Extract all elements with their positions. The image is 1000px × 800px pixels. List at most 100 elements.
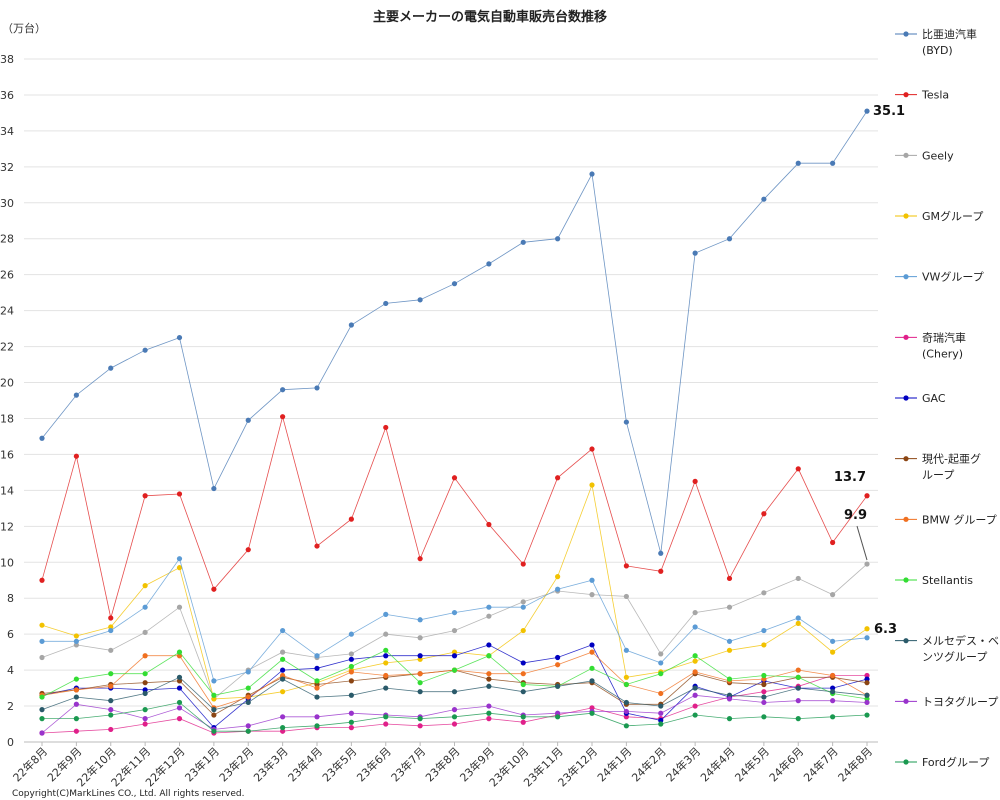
data-point xyxy=(417,656,423,662)
series-10 xyxy=(39,674,870,713)
y-tick-label: 20 xyxy=(0,377,14,390)
y-tick-label: 30 xyxy=(0,197,14,210)
series-line xyxy=(42,557,868,682)
data-point xyxy=(348,651,354,657)
data-point xyxy=(383,660,389,666)
data-point xyxy=(864,696,870,702)
y-tick-label: 8 xyxy=(7,592,14,605)
data-point xyxy=(39,716,45,722)
legend-item-8: BMW グループ xyxy=(895,512,997,526)
data-point xyxy=(658,690,664,697)
data-point xyxy=(73,728,79,734)
legend-label: Fordグループ xyxy=(922,755,989,769)
data-point xyxy=(142,629,148,635)
data-point xyxy=(39,622,45,628)
series-line xyxy=(41,694,868,734)
data-point xyxy=(245,547,251,553)
legend-marker xyxy=(903,334,909,340)
legend-label: 比亜迪汽車 xyxy=(922,27,977,41)
data-point xyxy=(864,699,870,706)
data-point xyxy=(451,281,458,287)
data-point xyxy=(486,710,492,716)
data-point xyxy=(142,604,148,610)
data-point xyxy=(280,728,286,734)
y-tick-label: 16 xyxy=(0,448,14,461)
data-point xyxy=(280,689,286,695)
chart-title: 主要メーカーの電気自動車販売台数推移 xyxy=(373,9,607,25)
data-point xyxy=(589,649,595,655)
data-point xyxy=(795,698,801,704)
data-point xyxy=(142,707,148,713)
data-point xyxy=(589,705,595,711)
data-point xyxy=(589,577,595,583)
data-point xyxy=(830,689,836,695)
legend-item-2: Geely xyxy=(895,149,954,162)
data-point xyxy=(417,617,423,623)
data-point xyxy=(73,701,79,707)
legend-label: 奇瑞汽車 xyxy=(922,330,966,344)
value-annotation: 35.1 xyxy=(873,104,905,119)
legend-item-1: Tesla xyxy=(895,89,949,102)
gridlines xyxy=(24,58,878,743)
data-point xyxy=(658,660,664,666)
data-point xyxy=(73,453,79,459)
data-point xyxy=(486,642,492,648)
data-point xyxy=(589,446,595,452)
legend-marker xyxy=(903,213,909,219)
data-point xyxy=(176,705,183,711)
data-point xyxy=(623,593,629,600)
data-point xyxy=(176,604,183,610)
legend-label-line2: ンツグループ xyxy=(922,650,987,664)
y-tick-label: 28 xyxy=(0,233,14,246)
data-point xyxy=(383,721,389,727)
x-tick-label: 23年1月 xyxy=(182,744,222,784)
data-point xyxy=(245,417,251,423)
data-point xyxy=(692,478,698,484)
data-point xyxy=(108,726,114,733)
data-point xyxy=(830,698,836,704)
data-point xyxy=(176,334,183,341)
data-point xyxy=(39,730,45,736)
data-point xyxy=(795,674,801,680)
data-point xyxy=(280,387,286,393)
data-point xyxy=(73,716,79,722)
legend-item-6: GAC xyxy=(895,392,946,405)
data-point xyxy=(658,703,664,709)
data-point xyxy=(864,680,870,686)
data-point xyxy=(176,565,183,571)
y-tick-label: 12 xyxy=(0,520,14,533)
data-point xyxy=(726,604,733,610)
data-point xyxy=(692,609,698,616)
data-point xyxy=(280,649,286,655)
data-point xyxy=(417,297,423,303)
data-point xyxy=(830,685,836,691)
value-annotations: 35.1 13.7 9.9 6.3 xyxy=(834,104,905,637)
data-point xyxy=(280,667,286,673)
data-point xyxy=(176,491,183,497)
data-point xyxy=(417,723,423,729)
legend-label: GMグループ xyxy=(922,209,983,223)
data-point xyxy=(176,556,183,562)
legend-marker xyxy=(903,274,909,280)
data-point xyxy=(176,674,183,680)
data-point xyxy=(211,712,217,718)
y-tick-label: 18 xyxy=(0,412,14,425)
x-tick-label: 24年1月 xyxy=(594,744,634,784)
data-point xyxy=(864,626,870,632)
data-point xyxy=(520,627,526,634)
legend-marker xyxy=(903,577,909,583)
x-tick-label: 24年5月 xyxy=(732,744,772,784)
data-point xyxy=(589,642,595,648)
data-point xyxy=(486,676,492,682)
data-point xyxy=(348,322,354,328)
legend-label: Geely xyxy=(922,149,954,162)
series-lines xyxy=(39,108,870,736)
legend-label-line2: (Chery) xyxy=(922,347,963,360)
data-point xyxy=(314,681,320,688)
data-point xyxy=(417,680,423,686)
annotation-leader xyxy=(856,525,868,561)
data-point xyxy=(245,699,251,706)
data-point xyxy=(108,365,114,371)
data-point xyxy=(108,712,114,718)
data-point xyxy=(692,685,698,691)
